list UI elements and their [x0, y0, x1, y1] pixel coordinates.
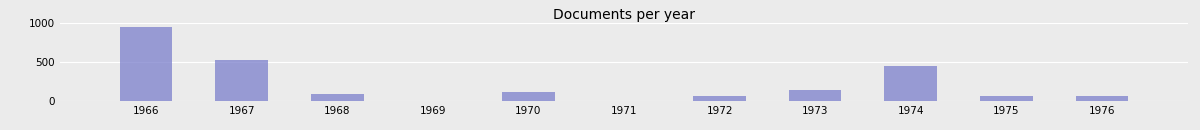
Bar — [1075, 96, 1128, 101]
Bar — [884, 66, 937, 101]
Bar — [311, 94, 364, 101]
Bar — [694, 96, 746, 101]
Bar — [788, 90, 841, 101]
Bar — [215, 60, 268, 101]
Bar — [502, 92, 554, 101]
Bar — [980, 96, 1033, 101]
Title: Documents per year: Documents per year — [553, 8, 695, 22]
Bar — [120, 27, 173, 101]
